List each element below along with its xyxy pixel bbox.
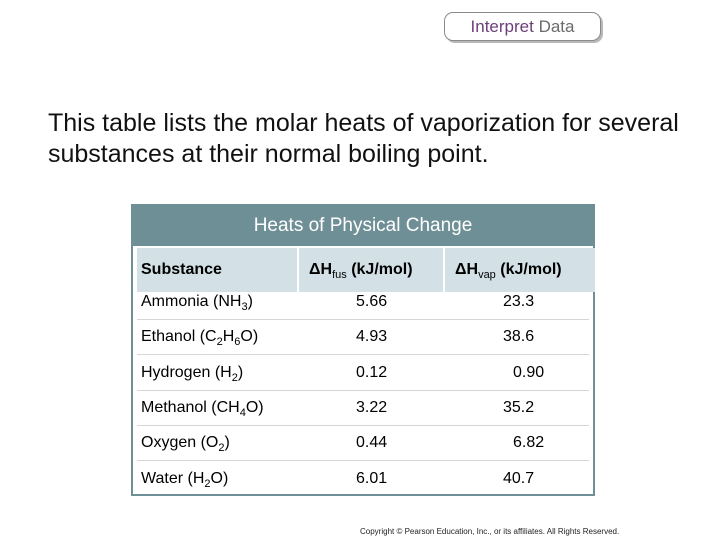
table-row: Methanol (CH4O) 3.22 35.2 (137, 391, 589, 426)
row-fus-value: 6.01 (356, 470, 388, 487)
copyright-notice: Copyright © Pearson Education, Inc., or … (360, 527, 620, 536)
header-fus-prefix: ΔH (309, 261, 333, 278)
row-vap-value: 40.7 (503, 470, 535, 487)
table-row: Ethanol (C2H6O) 4.93 38.6 (137, 320, 589, 355)
header-vaporization: ΔHvap (kJ/mol) (445, 248, 595, 292)
row-substance: Hydrogen (H2) (141, 364, 244, 385)
row-substance: Oxygen (O2) (141, 434, 230, 455)
row-fus-value: 0.44 (356, 434, 388, 451)
badge-strong-text: Interpret (470, 17, 534, 36)
intro-text: This table lists the molar heats of vapo… (48, 109, 679, 168)
row-vap-value: 6.82 (513, 434, 545, 451)
header-fusion: ΔHfus (kJ/mol) (299, 248, 443, 292)
header-vap-prefix: ΔH (455, 261, 479, 278)
table-header-row: Substance ΔHfus (kJ/mol) ΔHvap (kJ/mol) (137, 248, 595, 292)
row-fus-value: 3.22 (356, 399, 388, 416)
row-fus-value: 0.12 (356, 364, 388, 381)
header-substance: Substance (137, 248, 297, 292)
row-substance: Methanol (CH4O) (141, 399, 264, 420)
table-row: Ammonia (NH3) 5.66 23.3 (137, 285, 589, 320)
row-substance: Ammonia (NH3) (141, 293, 253, 314)
row-vap-value: 38.6 (503, 328, 535, 345)
heats-table: Heats of Physical Change Substance ΔHfus… (131, 204, 595, 496)
row-vap-value: 35.2 (503, 399, 535, 416)
header-substance-label: Substance (141, 261, 222, 278)
row-fus-value: 4.93 (356, 328, 388, 345)
header-vap-sub: vap (478, 269, 496, 282)
row-vap-value: 0.90 (513, 364, 545, 381)
header-fus-unit: (kJ/mol) (351, 261, 413, 278)
table-row: Oxygen (O2) 0.44 6.82 (137, 426, 589, 461)
row-substance: Water (H2O) (141, 470, 229, 491)
header-fus-sub: fus (332, 269, 347, 282)
table-row: Water (H2O) 6.01 40.7 (137, 462, 589, 496)
header-vap-unit: (kJ/mol) (500, 261, 562, 278)
table-title: Heats of Physical Change (133, 206, 593, 246)
row-fus-value: 5.66 (356, 293, 388, 310)
row-vap-value: 23.3 (503, 293, 535, 310)
badge-rest-text: Data (538, 17, 575, 36)
table-row: Hydrogen (H2) 0.12 0.90 (137, 356, 589, 391)
row-substance: Ethanol (C2H6O) (141, 328, 259, 349)
interpret-data-badge: Interpret Data (444, 12, 601, 41)
